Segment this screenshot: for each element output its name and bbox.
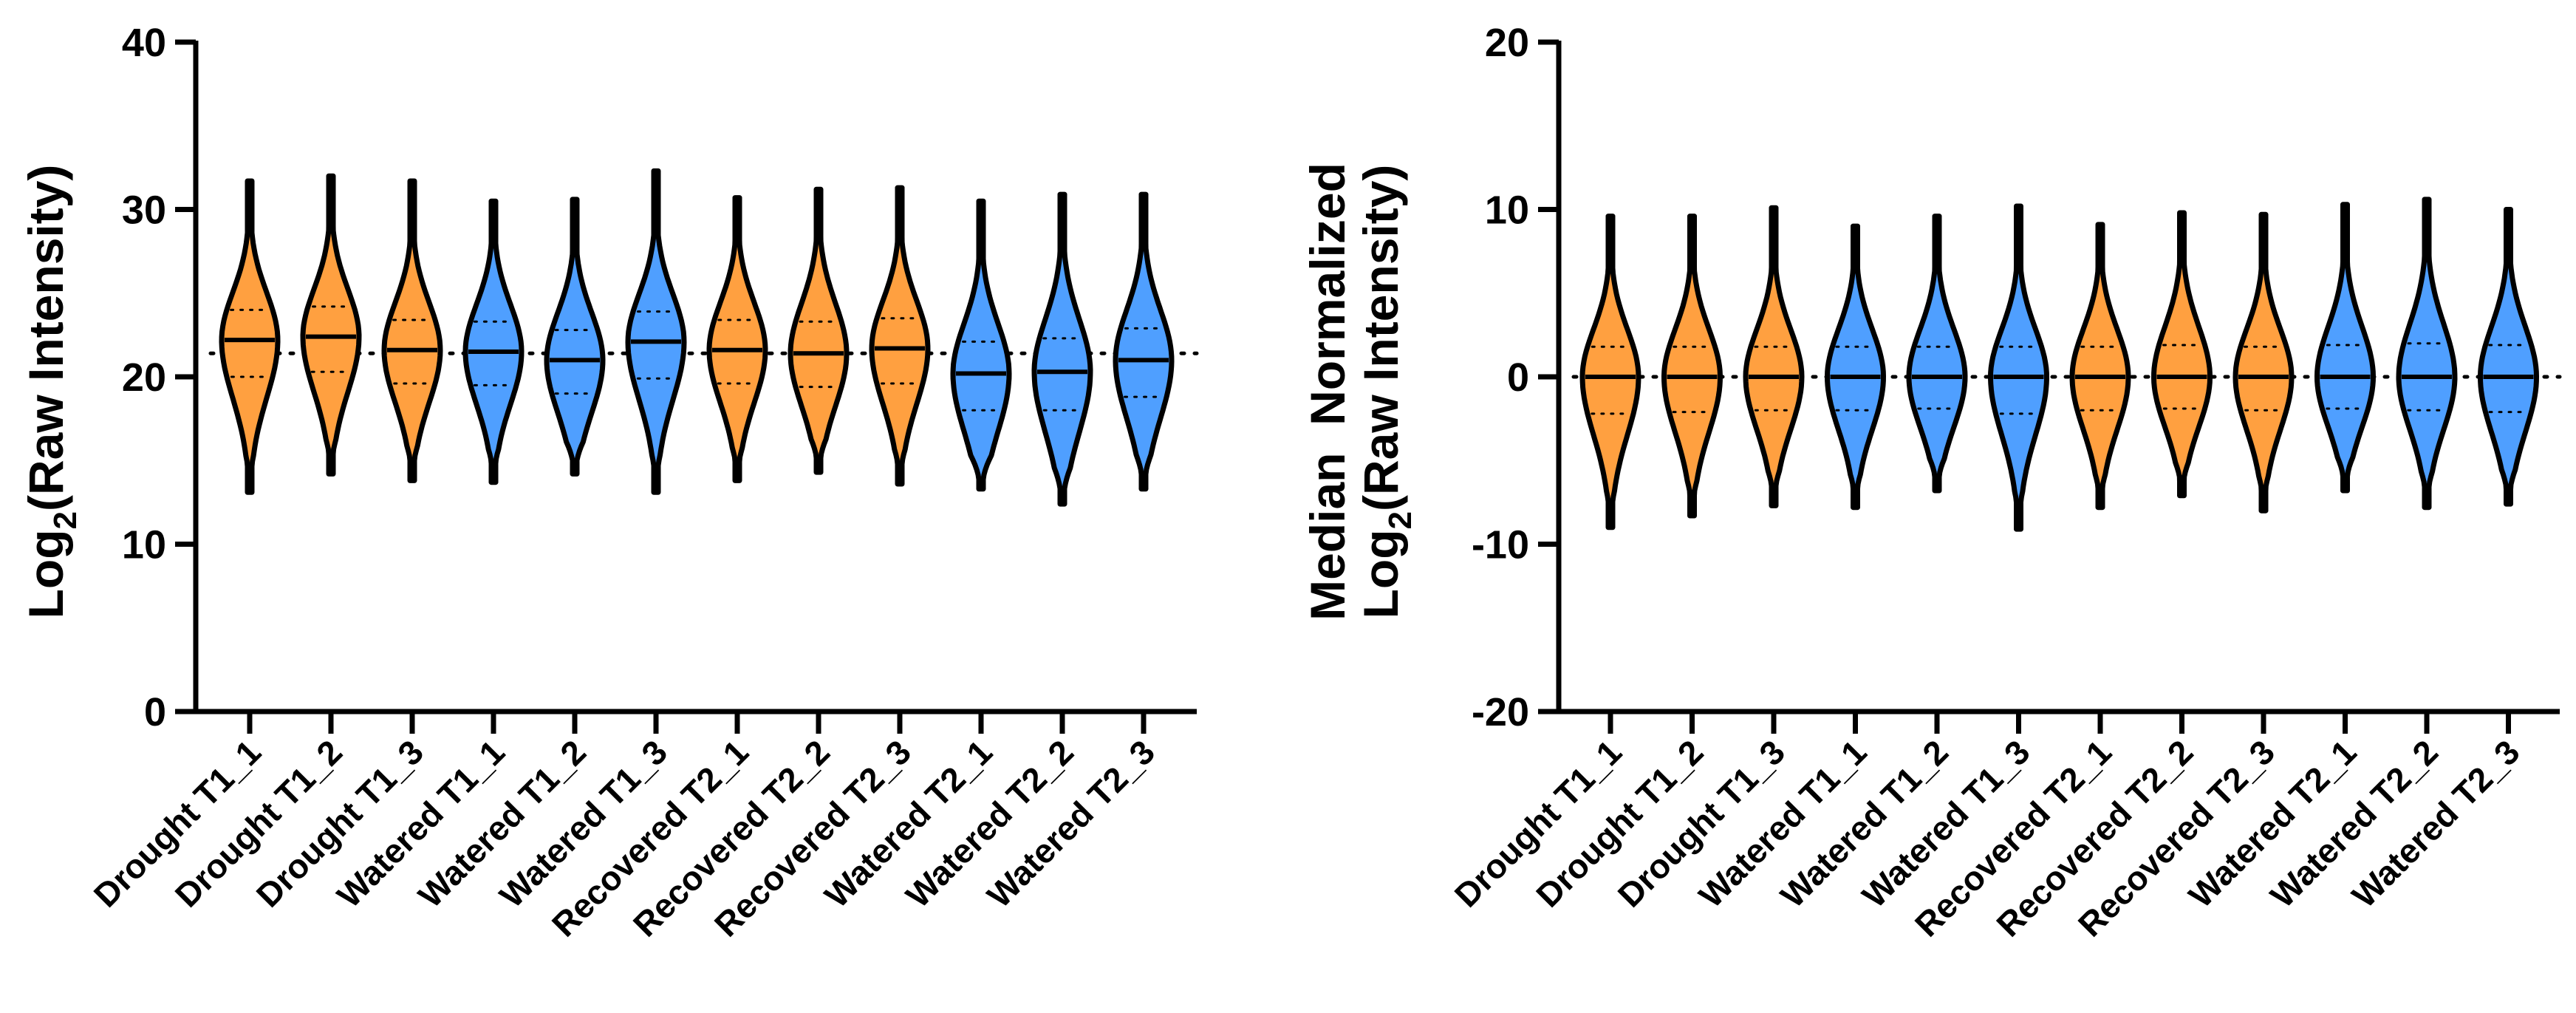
y-tick-label: 40 [122,21,166,65]
violin-recovered-t2-1 [709,198,765,481]
y-axis-title-main: Log [18,529,73,618]
y-axis-title-subscript: 2 [47,511,83,529]
violin-drought-t1-3 [1746,208,1802,505]
y-tick-label: 10 [122,523,166,567]
violin-recovered-t2-2 [2154,213,2210,496]
violin-drought-t1-2 [303,176,359,474]
y-tick-label: 20 [1485,21,1529,65]
y-tick-label: 0 [1507,355,1529,400]
violin-drought-t1-3 [384,181,440,480]
violin-watered-t2-3 [1116,194,1172,489]
violin-watered-t1-1 [465,201,522,482]
y-axis-title-main: Log [1353,529,1408,618]
y-tick-label: 0 [144,690,166,734]
figure: 010203040Drought T1_1Drought T1_2Drought… [0,0,2576,1013]
y-axis-title-subscript: 2 [1382,511,1418,529]
violin-recovered-t2-2 [790,189,847,472]
violin-recovered-t2-3 [2235,214,2292,511]
y-axis-title-line1: Median Normalized [1300,163,1355,621]
violin-recovered-t2-3 [872,188,928,484]
violin-drought-t1-1 [222,181,278,492]
violin-recovered-t2-1 [2072,225,2128,508]
violin-watered-t1-3 [628,171,684,492]
y-tick-label: 30 [122,188,166,233]
violin-watered-t1-2 [1909,216,1965,491]
y-tick-label: 10 [1485,188,1529,233]
violin-watered-t1-3 [1991,206,2047,529]
violin-watered-t1-2 [547,199,603,474]
y-tick-label: -10 [1472,523,1529,567]
violin-watered-t2-2 [1034,194,1090,504]
violin-watered-t2-1 [2317,205,2374,491]
violin-watered-t1-1 [1828,226,1884,508]
violin-watered-t2-3 [2481,210,2537,505]
y-axis-title-rest: (Raw Intensity) [18,165,73,511]
y-axis-title-rest: (Raw Intensity) [1353,165,1408,511]
y-tick-label: 20 [122,355,166,400]
violin-watered-t2-1 [953,201,1009,489]
y-axis-title: Log2(Raw Intensity) [1353,165,1418,619]
y-tick-label: -20 [1472,690,1529,734]
y-axis-title: Log2(Raw Intensity) [18,165,83,619]
violin-watered-t2-2 [2399,199,2455,508]
violin-drought-t1-1 [1582,216,1639,528]
violin-drought-t1-2 [1664,216,1721,516]
